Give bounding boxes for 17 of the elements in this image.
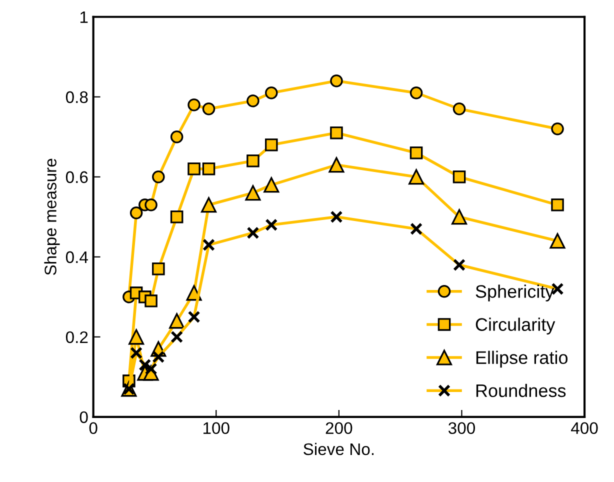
y-tick-label: 0.2 bbox=[66, 331, 88, 344]
y-tick-label: 0.8 bbox=[66, 91, 88, 104]
y-tick-label: 0 bbox=[80, 411, 88, 424]
x-tick-label: 400 bbox=[571, 422, 598, 434]
y-tick-label: 0.4 bbox=[66, 251, 88, 264]
x-tick-label: 200 bbox=[326, 422, 352, 434]
legend-label: Circularity bbox=[476, 318, 556, 335]
x-tick-label: 300 bbox=[448, 422, 475, 434]
y-axis-title: Shape measure bbox=[44, 158, 60, 275]
legend-label: Sphericity bbox=[476, 284, 554, 302]
y-tick-label: 1 bbox=[80, 11, 88, 23]
x-tick-label: 100 bbox=[203, 422, 230, 434]
x-axis-title: Sieve No. bbox=[304, 442, 374, 456]
legend-label: Ellipse ratio bbox=[476, 350, 568, 368]
y-tick-label: 0.6 bbox=[66, 171, 88, 184]
x-tick-label: 0 bbox=[89, 422, 98, 434]
legend-label: Roundness bbox=[476, 384, 566, 398]
